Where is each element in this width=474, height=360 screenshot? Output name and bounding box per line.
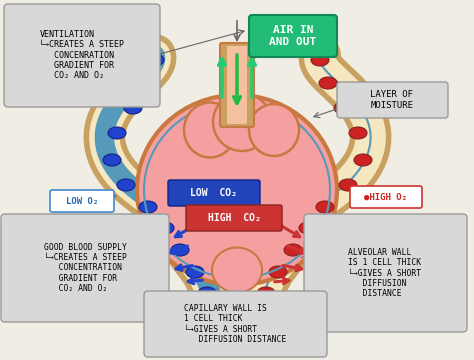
FancyBboxPatch shape bbox=[304, 214, 467, 332]
Ellipse shape bbox=[186, 266, 204, 278]
Ellipse shape bbox=[139, 201, 157, 213]
Ellipse shape bbox=[339, 179, 357, 191]
Ellipse shape bbox=[213, 93, 271, 151]
Ellipse shape bbox=[103, 154, 121, 166]
FancyBboxPatch shape bbox=[186, 205, 282, 231]
FancyBboxPatch shape bbox=[350, 186, 422, 208]
FancyBboxPatch shape bbox=[249, 15, 337, 57]
Text: ●HIGH O₂: ●HIGH O₂ bbox=[365, 193, 408, 202]
FancyBboxPatch shape bbox=[220, 43, 254, 127]
Ellipse shape bbox=[284, 244, 302, 256]
Ellipse shape bbox=[354, 154, 372, 166]
FancyBboxPatch shape bbox=[1, 214, 169, 322]
FancyBboxPatch shape bbox=[168, 180, 260, 206]
Text: LOW O₂: LOW O₂ bbox=[66, 197, 98, 206]
Ellipse shape bbox=[311, 54, 329, 66]
Text: GOOD BLOOD SUPPLY
└→CREATES A STEEP
   CONCENTRATION
   GRADIENT FOR
   CO₂ AND : GOOD BLOOD SUPPLY └→CREATES A STEEP CONC… bbox=[44, 243, 127, 293]
Ellipse shape bbox=[334, 102, 352, 114]
Text: VENTILATION
└→CREATES A STEEP
   CONCENRATION
   GRADIENT FOR
   CO₂ AND O₂: VENTILATION └→CREATES A STEEP CONCENRATI… bbox=[39, 30, 125, 80]
Ellipse shape bbox=[319, 77, 337, 89]
Ellipse shape bbox=[117, 179, 135, 191]
Ellipse shape bbox=[316, 201, 334, 213]
FancyBboxPatch shape bbox=[50, 190, 114, 212]
Ellipse shape bbox=[124, 102, 142, 114]
FancyBboxPatch shape bbox=[227, 46, 247, 124]
Ellipse shape bbox=[299, 222, 317, 234]
Text: LOW  CO₂: LOW CO₂ bbox=[191, 188, 237, 198]
Text: AIR IN
AND OUT: AIR IN AND OUT bbox=[269, 25, 317, 47]
Ellipse shape bbox=[184, 103, 236, 158]
FancyBboxPatch shape bbox=[144, 291, 327, 357]
Ellipse shape bbox=[212, 248, 262, 292]
FancyBboxPatch shape bbox=[4, 4, 160, 107]
Ellipse shape bbox=[146, 54, 164, 66]
FancyBboxPatch shape bbox=[337, 82, 448, 118]
Ellipse shape bbox=[139, 77, 157, 89]
Text: LAYER OF
MOISTURE: LAYER OF MOISTURE bbox=[371, 90, 413, 110]
Text: ALVEOLAR WALL
IS 1 CELL THICK
└→GIVES A SHORT
   DIFFUSION
   DISTANCE: ALVEOLAR WALL IS 1 CELL THICK └→GIVES A … bbox=[348, 248, 421, 298]
Ellipse shape bbox=[137, 95, 337, 285]
Ellipse shape bbox=[249, 104, 299, 156]
Text: CAPILLARY WALL IS
1 CELL THICK
└→GIVES A SHORT
   DIFFUSION DISTANCE: CAPILLARY WALL IS 1 CELL THICK └→GIVES A… bbox=[184, 304, 286, 344]
Ellipse shape bbox=[171, 244, 189, 256]
Ellipse shape bbox=[198, 287, 216, 299]
Ellipse shape bbox=[108, 127, 126, 139]
Text: HIGH  CO₂: HIGH CO₂ bbox=[208, 213, 260, 223]
Ellipse shape bbox=[349, 127, 367, 139]
Ellipse shape bbox=[269, 266, 287, 278]
Ellipse shape bbox=[156, 222, 174, 234]
Ellipse shape bbox=[257, 287, 275, 299]
